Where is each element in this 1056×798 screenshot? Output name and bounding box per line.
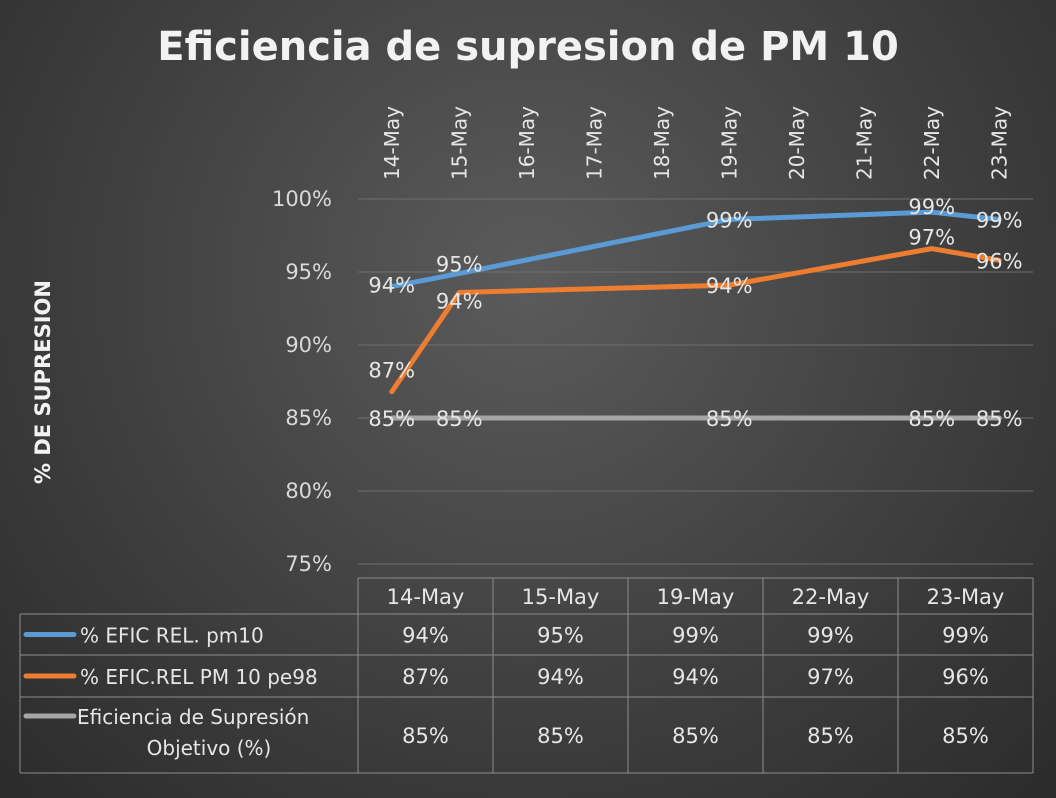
legend-label: Objetivo (%) bbox=[147, 736, 272, 760]
data-label: 99% bbox=[976, 208, 1023, 232]
x-tick-label: 15-May bbox=[447, 106, 471, 180]
data-label: 96% bbox=[976, 249, 1023, 273]
data-label: 85% bbox=[706, 407, 753, 431]
table-cell: 97% bbox=[807, 665, 854, 689]
y-tick-label: 90% bbox=[285, 333, 332, 357]
x-tick-labels: 14-May 15-May 16-May 17-May 18-May 19-May 20-M… bbox=[380, 106, 1012, 180]
y-tick-labels: 75% 80% 85% 90% 95% 100% bbox=[272, 187, 332, 576]
x-tick-label: 18-May bbox=[650, 106, 674, 180]
table-cell: 87% bbox=[402, 665, 449, 689]
data-label: 85% bbox=[368, 407, 415, 431]
data-label: 95% bbox=[436, 252, 483, 276]
x-tick-label: 22-May bbox=[920, 106, 944, 180]
data-label: 94% bbox=[368, 274, 415, 298]
table-header-cell: 22-May bbox=[792, 585, 870, 609]
table-cell: 85% bbox=[807, 724, 854, 748]
x-tick-label: 19-May bbox=[717, 106, 741, 180]
data-label: 99% bbox=[706, 208, 753, 232]
y-axis-label: % DE SUPRESION bbox=[31, 280, 55, 484]
x-tick-label: 17-May bbox=[582, 106, 606, 180]
table-cell: 94% bbox=[672, 665, 719, 689]
table-cell: 85% bbox=[942, 724, 989, 748]
table-cell: 99% bbox=[672, 624, 719, 648]
data-table: 14-May 15-May 19-May 22-May 23-May % EFIC REL… bbox=[19, 577, 1034, 774]
table-cell: 85% bbox=[672, 724, 719, 748]
table-cell: 94% bbox=[537, 665, 584, 689]
data-label: 85% bbox=[908, 407, 955, 431]
table-cell: 94% bbox=[402, 624, 449, 648]
data-label: 94% bbox=[706, 274, 753, 298]
y-tick-label: 85% bbox=[285, 406, 332, 430]
table-header-cell: 14-May bbox=[387, 585, 465, 609]
series-line bbox=[389, 209, 1002, 290]
data-label: 99% bbox=[908, 195, 955, 219]
data-label: 87% bbox=[368, 359, 415, 383]
data-label: 85% bbox=[436, 407, 483, 431]
table-header-cell: 19-May bbox=[657, 585, 735, 609]
x-tick-label: 14-May bbox=[380, 106, 404, 180]
x-tick-label: 21-May bbox=[852, 106, 876, 180]
x-tick-label: 16-May bbox=[515, 106, 539, 180]
series-lines bbox=[389, 209, 1002, 421]
legend-label: % EFIC.REL PM 10 pe98 bbox=[80, 665, 318, 689]
table-cell: 95% bbox=[537, 624, 584, 648]
x-tick-label: 23-May bbox=[987, 106, 1011, 180]
table-cell: 85% bbox=[537, 724, 584, 748]
table-header-cell: 23-May bbox=[927, 585, 1005, 609]
table-cell: 99% bbox=[807, 624, 854, 648]
table-cell: 85% bbox=[402, 724, 449, 748]
table-cell: 96% bbox=[942, 665, 989, 689]
y-tick-label: 80% bbox=[285, 479, 332, 503]
chart-title: Eficiencia de supresion de PM 10 bbox=[157, 24, 899, 70]
y-tick-label: 95% bbox=[285, 260, 332, 284]
x-tick-label: 20-May bbox=[785, 106, 809, 180]
data-labels: 94% 95% 99% 99% 99% 87% 94% 94% 97% 96% 85% 85% 85% 8… bbox=[368, 195, 1022, 431]
data-label: 97% bbox=[908, 226, 955, 250]
table-header-cell: 15-May bbox=[522, 585, 600, 609]
data-label: 85% bbox=[976, 407, 1023, 431]
y-tick-label: 100% bbox=[272, 187, 332, 211]
legend-label: % EFIC REL. pm10 bbox=[80, 624, 264, 648]
y-tick-label: 75% bbox=[285, 552, 332, 576]
legend-label: Eficiencia de Supresión bbox=[77, 705, 309, 729]
table-cell: 99% bbox=[942, 624, 989, 648]
data-label: 94% bbox=[436, 289, 483, 313]
series-line bbox=[389, 246, 1002, 395]
